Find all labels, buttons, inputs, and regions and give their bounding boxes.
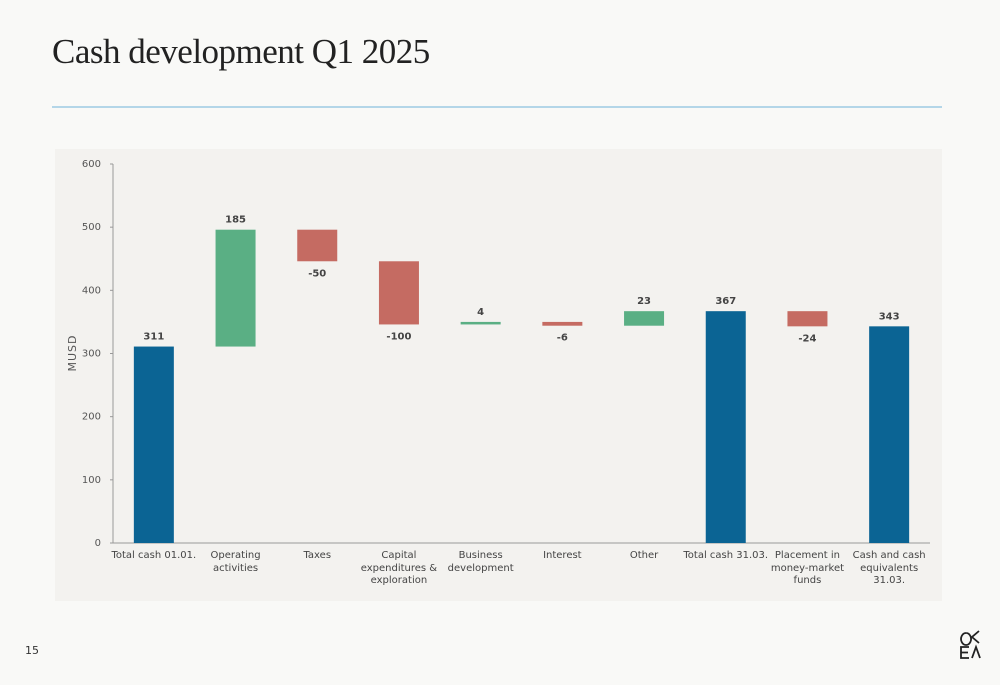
data-label: -24 <box>798 333 816 344</box>
bar <box>624 311 665 326</box>
bar <box>215 229 256 347</box>
bar <box>869 326 910 543</box>
y-tick-label: 300 <box>82 349 101 360</box>
x-tick-label: Total cash 31.03. <box>683 550 769 561</box>
y-tick-label: 400 <box>82 285 101 296</box>
x-tick-label: Taxes <box>303 550 332 561</box>
x-tick-label: Operating activities <box>210 550 261 574</box>
data-label: 23 <box>637 296 651 307</box>
data-label: -6 <box>557 333 568 344</box>
x-tick-label: Capital expenditures & exploration <box>360 550 438 586</box>
data-label: 4 <box>477 307 484 318</box>
bar <box>705 311 746 543</box>
y-tick-label: 600 <box>82 159 101 170</box>
bar <box>460 321 501 325</box>
x-tick-label: Interest <box>543 550 582 561</box>
chart-panel <box>55 149 942 601</box>
page-number: 15 <box>25 644 39 657</box>
logo <box>960 630 981 659</box>
data-label: 343 <box>879 311 900 322</box>
data-label: 367 <box>715 296 736 307</box>
y-tick-label: 100 <box>82 475 101 486</box>
bar <box>542 321 583 326</box>
data-label: -100 <box>386 331 411 342</box>
data-label: 311 <box>143 332 164 343</box>
slide-title: Cash development Q1 2025 <box>52 32 430 71</box>
bar <box>787 311 828 327</box>
y-axis-label: MUSD <box>66 335 79 372</box>
x-tick-label: Cash and cash equivalents 31.03. <box>852 550 926 586</box>
y-tick-label: 200 <box>82 412 101 423</box>
bar <box>297 229 338 262</box>
x-tick-label: Business development <box>447 550 514 574</box>
bar <box>133 346 174 543</box>
data-label: -50 <box>308 268 326 279</box>
x-tick-label: Placement in money-market funds <box>770 550 845 586</box>
bar <box>378 261 419 325</box>
y-tick-label: 500 <box>82 222 101 233</box>
x-tick-label: Total cash 01.01. <box>111 550 197 561</box>
data-label: 185 <box>225 215 246 226</box>
y-tick-label: 0 <box>95 538 101 549</box>
x-tick-label: Other <box>629 550 659 561</box>
